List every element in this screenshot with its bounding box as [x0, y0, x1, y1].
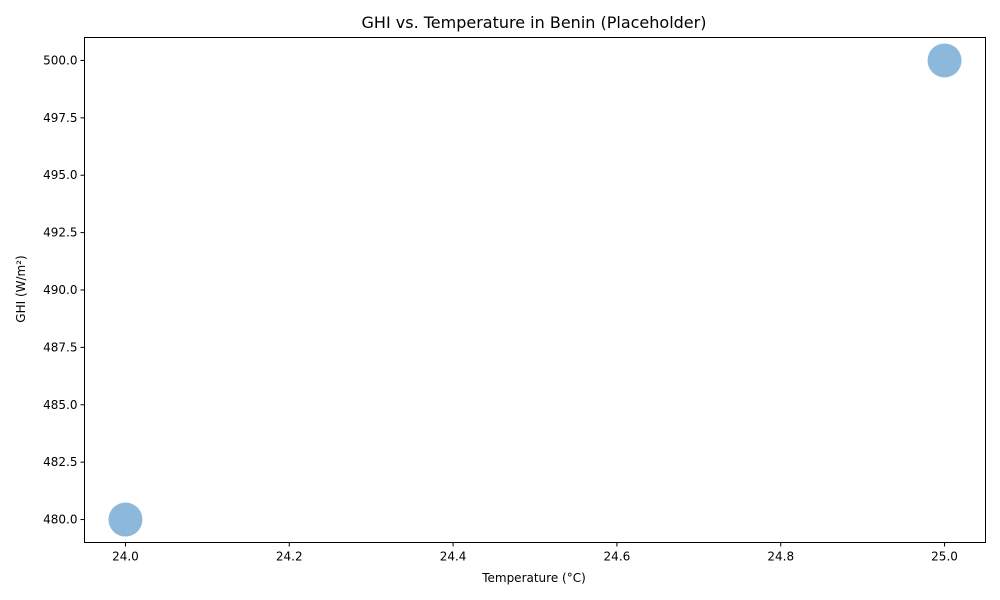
y-tick-label: 487.5 [43, 340, 77, 354]
x-tick-label: 24.8 [767, 550, 794, 564]
y-tick-label: 480.0 [43, 513, 77, 527]
x-tick-label: 24.0 [112, 550, 139, 564]
y-tick-label: 490.0 [43, 283, 77, 297]
y-tick-label: 500.0 [43, 53, 77, 67]
y-axis-ticks: 480.0 482.5 485.0 487.5 490.0 492.5 495.0 497.5… [43, 53, 85, 527]
x-tick-label: 24.4 [440, 550, 467, 564]
chart-title: GHI vs. Temperature in Benin (Placeholde… [362, 13, 707, 32]
y-tick-label: 485.0 [43, 398, 77, 412]
x-axis-label: Temperature (°C) [481, 571, 586, 585]
x-axis-ticks: 24.0 24.2 24.4 24.6 24.8 25.0 [112, 542, 958, 564]
x-tick-label: 25.0 [931, 550, 958, 564]
x-tick-label: 24.6 [604, 550, 631, 564]
y-tick-label: 495.0 [43, 168, 77, 182]
scatter-point [927, 43, 962, 78]
y-tick-label: 492.5 [43, 226, 77, 240]
y-tick-label: 482.5 [43, 455, 77, 469]
x-tick-label: 24.2 [276, 550, 303, 564]
y-axis-label: GHI (W/m²) [14, 255, 28, 322]
y-tick-label: 497.5 [43, 111, 77, 125]
plot-area [108, 43, 962, 537]
scatter-point [108, 502, 143, 537]
